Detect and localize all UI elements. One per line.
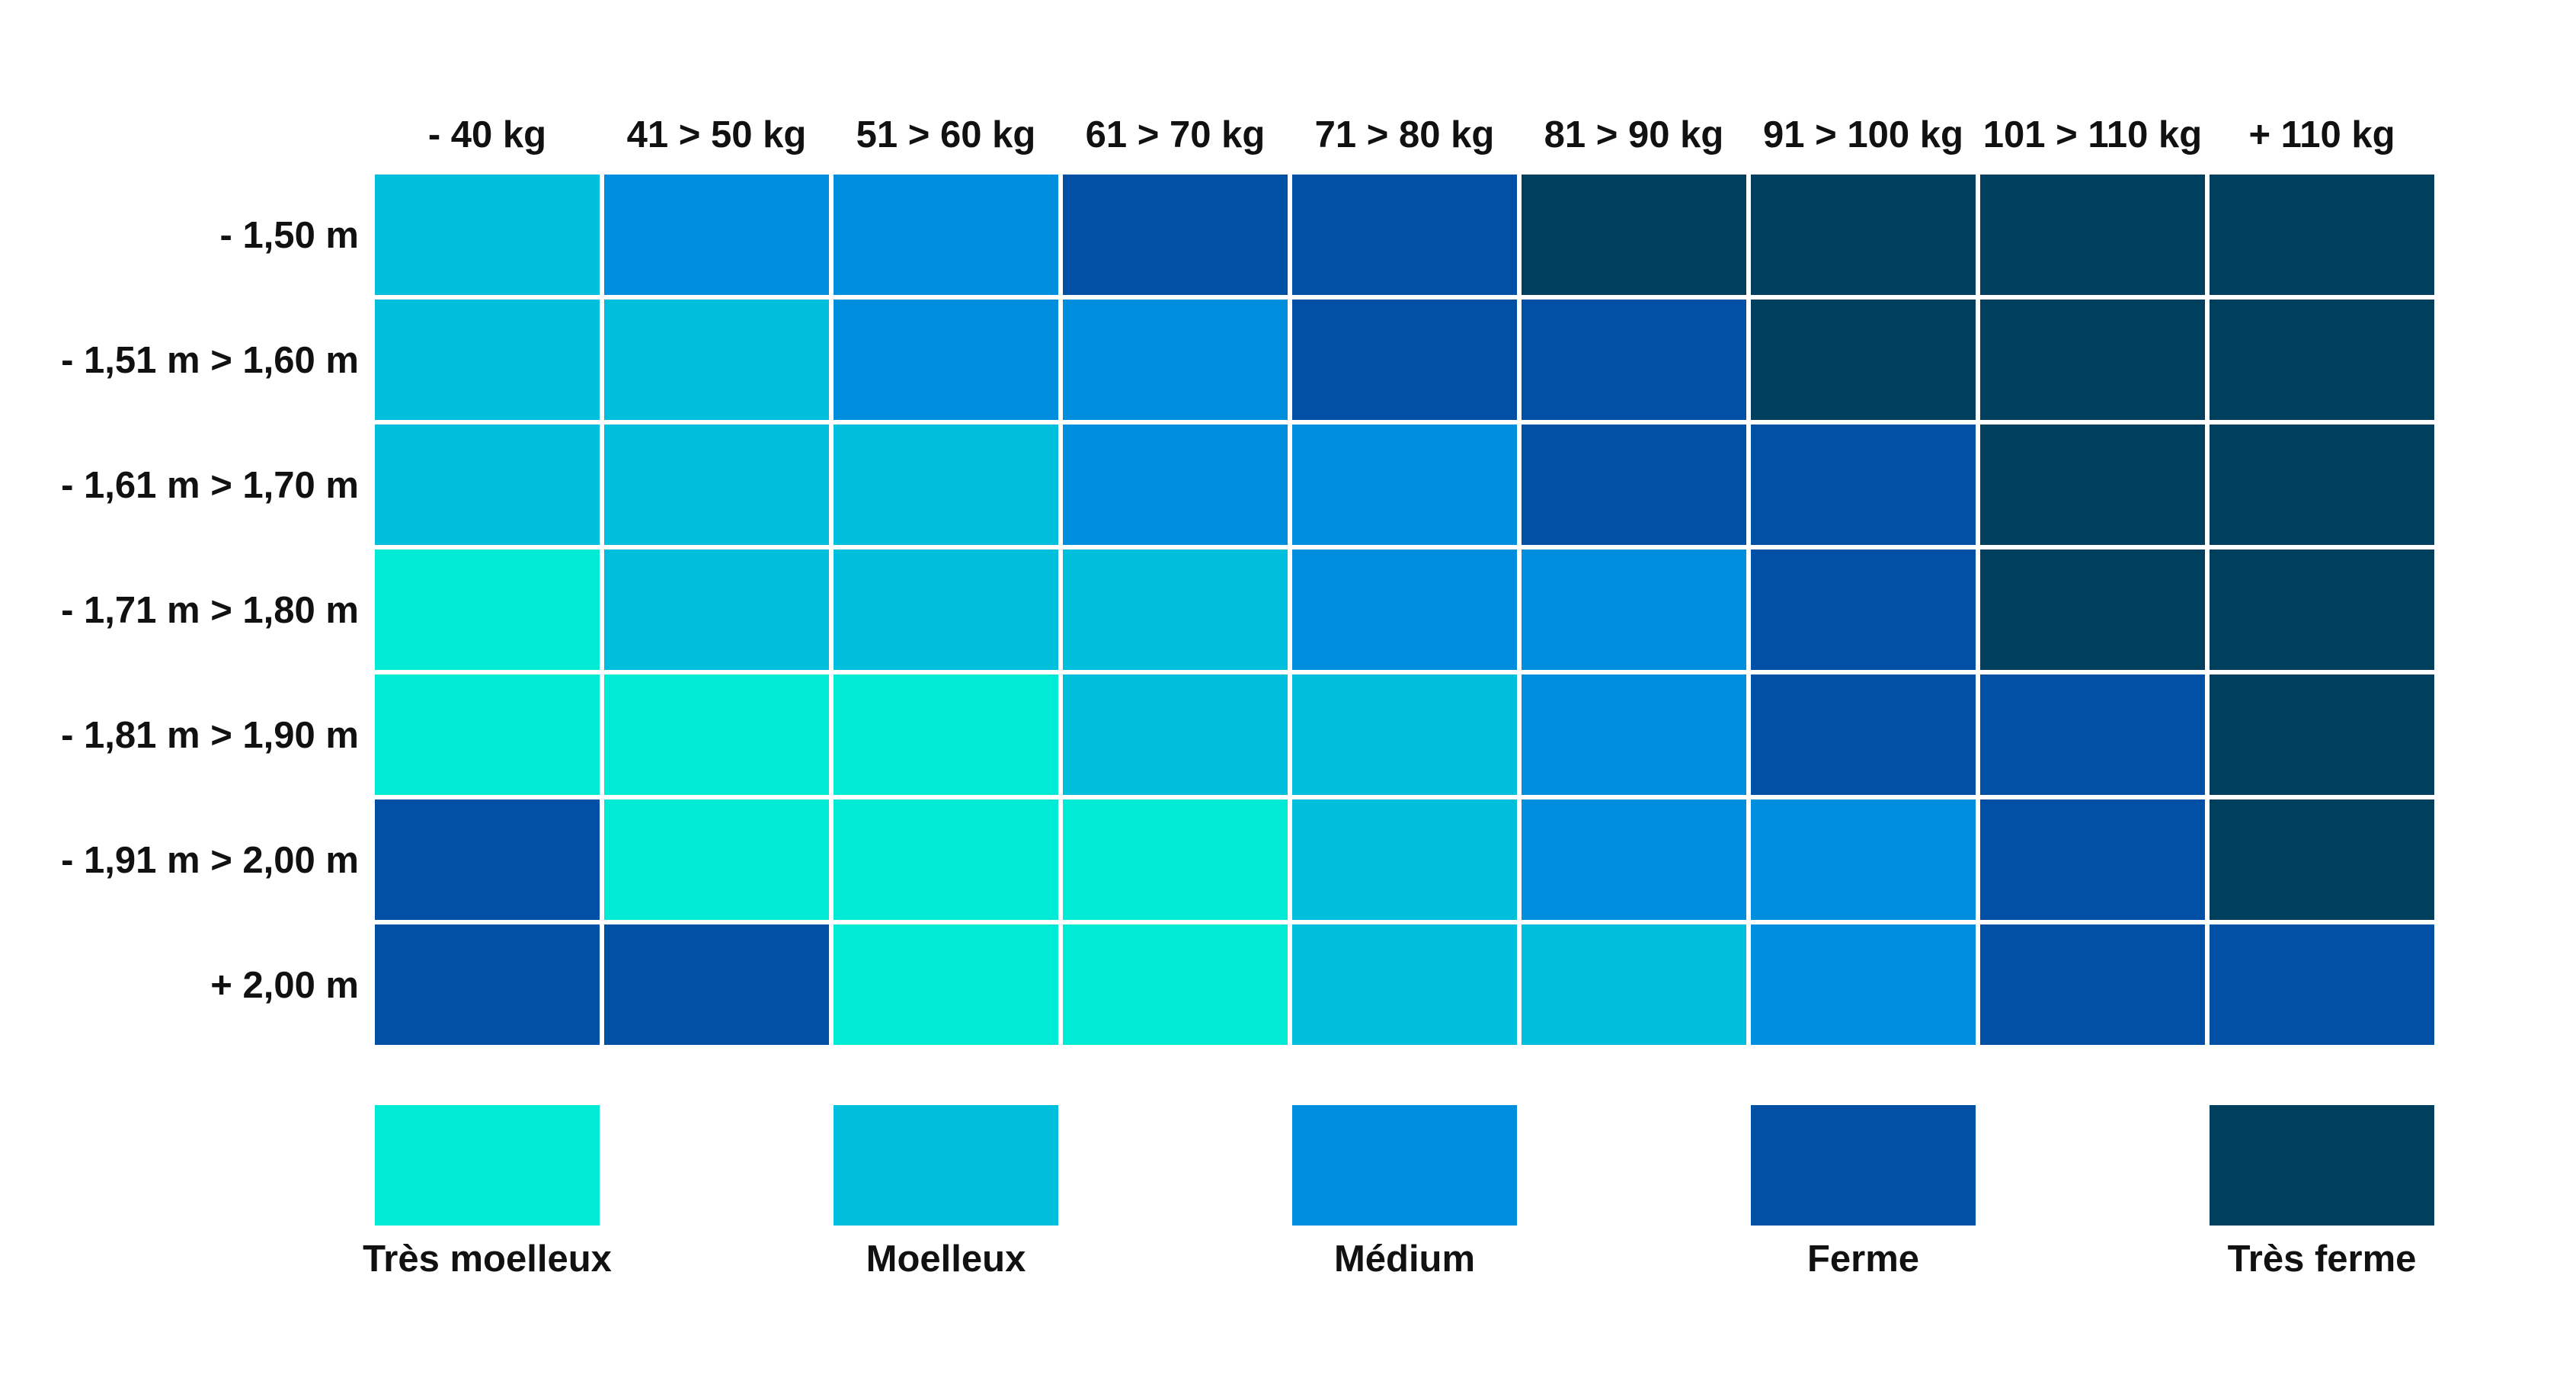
heatmap-cell — [1751, 175, 1976, 295]
heatmap-cell — [1980, 175, 2205, 295]
row-label: - 1,51 m > 1,60 m — [61, 340, 359, 381]
heatmap-cell — [604, 425, 829, 545]
row-label: - 1,61 m > 1,70 m — [61, 465, 359, 506]
heatmap-cell — [1522, 300, 1746, 420]
column-label: 101 > 110 kg — [1983, 114, 2202, 155]
legend-swatch — [1751, 1105, 1976, 1226]
heatmap-cell — [375, 674, 600, 795]
heatmap-cell — [604, 674, 829, 795]
legend-label: Ferme — [1807, 1238, 1919, 1280]
heatmap-cell — [1751, 924, 1976, 1045]
heatmap-cell — [1980, 425, 2205, 545]
heatmap-cell — [1522, 674, 1746, 795]
heatmap-cell — [2210, 175, 2434, 295]
heatmap-cell — [1292, 674, 1517, 795]
legend-swatch — [1292, 1105, 1517, 1226]
column-label: 91 > 100 kg — [1763, 114, 1963, 155]
row-label: - 1,71 m > 1,80 m — [61, 590, 359, 631]
heatmap-cell — [1063, 550, 1288, 670]
heatmap-cell — [1292, 550, 1517, 670]
heatmap-cell — [1292, 799, 1517, 920]
heatmap-cell — [1522, 799, 1746, 920]
heatmap-cell — [834, 550, 1058, 670]
heatmap-cell — [1063, 300, 1288, 420]
heatmap-cell — [2210, 799, 2434, 920]
heatmap-cell — [1292, 300, 1517, 420]
heatmap-cell — [1063, 425, 1288, 545]
heatmap-cell — [375, 924, 600, 1045]
heatmap-cell — [604, 300, 829, 420]
heatmap-cell — [834, 175, 1058, 295]
heatmap-cell — [375, 799, 600, 920]
heatmap-cell — [2210, 924, 2434, 1045]
column-label: 81 > 90 kg — [1544, 114, 1724, 155]
heatmap-cell — [1063, 674, 1288, 795]
row-label: - 1,81 m > 1,90 m — [61, 715, 359, 756]
heatmap-cell — [834, 674, 1058, 795]
heatmap-cell — [1522, 924, 1746, 1045]
legend-label: Médium — [1334, 1238, 1475, 1280]
heatmap-cell — [1751, 425, 1976, 545]
column-label: 51 > 60 kg — [856, 114, 1036, 155]
heatmap-cell — [375, 550, 600, 670]
heatmap-cell — [834, 924, 1058, 1045]
heatmap-cell — [1980, 924, 2205, 1045]
heatmap-cell — [2210, 425, 2434, 545]
row-label: - 1,91 m > 2,00 m — [61, 840, 359, 881]
legend-label: Moelleux — [866, 1238, 1026, 1280]
heatmap-cell — [1980, 300, 2205, 420]
heatmap-cell — [2210, 550, 2434, 670]
row-label: - 1,50 m — [220, 215, 359, 256]
column-label: 71 > 80 kg — [1315, 114, 1495, 155]
heatmap-cell — [1980, 550, 2205, 670]
heatmap-cell — [2210, 300, 2434, 420]
heatmap-cell — [1751, 799, 1976, 920]
heatmap-cell — [1063, 924, 1288, 1045]
heatmap-cell — [604, 175, 829, 295]
heatmap-cell — [375, 300, 600, 420]
legend-swatch — [375, 1105, 600, 1226]
column-label: + 110 kg — [2248, 114, 2395, 155]
heatmap-cell — [604, 550, 829, 670]
column-label: - 40 kg — [428, 114, 546, 155]
heatmap-cell — [1063, 799, 1288, 920]
legend-label: Très ferme — [2228, 1238, 2417, 1280]
heatmap-cell — [1751, 550, 1976, 670]
heatmap-cell — [604, 799, 829, 920]
heatmap-cell — [1292, 924, 1517, 1045]
heatmap-cell — [1980, 799, 2205, 920]
legend-swatch — [834, 1105, 1058, 1226]
column-label: 61 > 70 kg — [1086, 114, 1266, 155]
heatmap-cell — [1292, 175, 1517, 295]
heatmap-cell — [1522, 550, 1746, 670]
heatmap-cell — [375, 175, 600, 295]
row-label: + 2,00 m — [210, 965, 359, 1006]
heatmap-cell — [1522, 175, 1746, 295]
heatmap-cell — [1063, 175, 1288, 295]
heatmap-cell — [834, 799, 1058, 920]
legend-swatch — [2210, 1105, 2434, 1226]
heatmap-cell — [834, 300, 1058, 420]
heatmap-cell — [834, 425, 1058, 545]
heatmap-cell — [1751, 674, 1976, 795]
heatmap-cell — [1751, 300, 1976, 420]
heatmap-cell — [375, 425, 600, 545]
heatmap-cell — [1522, 425, 1746, 545]
heatmap-cell — [1292, 425, 1517, 545]
heatmap-cell — [1980, 674, 2205, 795]
heatmap-cell — [2210, 674, 2434, 795]
heatmap-cell — [604, 924, 829, 1045]
legend-label: Très moelleux — [363, 1238, 612, 1280]
column-label: 41 > 50 kg — [627, 114, 807, 155]
